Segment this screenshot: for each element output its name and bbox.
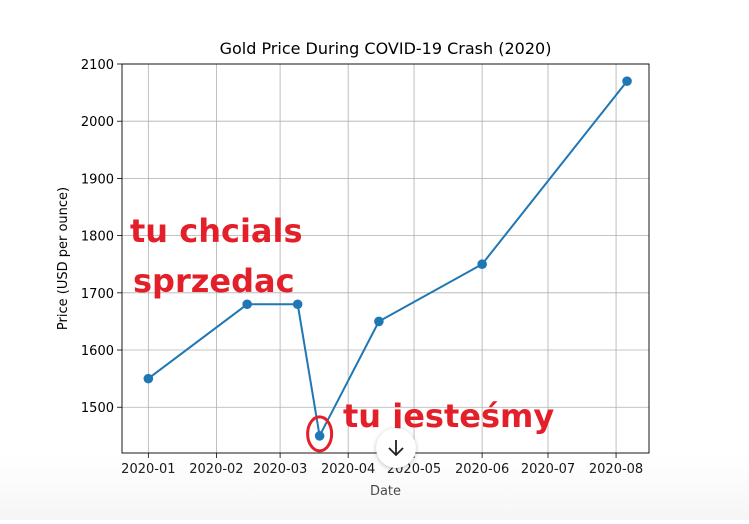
plot-frame (121, 63, 650, 454)
x-tick-label: 2020-04 (321, 462, 375, 477)
x-tick-label: 2020-06 (455, 462, 509, 477)
x-axis-label: Date (370, 484, 401, 499)
data-point (292, 299, 303, 310)
y-tick-label: 1900 (81, 172, 114, 187)
data-point (622, 76, 632, 86)
y-tick-label: 1500 (81, 401, 114, 416)
data-point (314, 431, 325, 441)
x-tick-label: 2020-03 (253, 462, 307, 477)
annotation-here: tu jesteśmy (343, 397, 555, 435)
y-tick-label: 2000 (81, 115, 114, 130)
x-tick-label: 2020-01 (121, 462, 175, 477)
data-point (143, 373, 154, 384)
chart-title: Gold Price During COVID-19 Crash (2020) (220, 39, 552, 58)
data-point (374, 316, 384, 327)
x-tick-label: 2020-08 (589, 462, 643, 477)
y-tick-label: 1700 (81, 287, 114, 302)
annotation-circle (306, 415, 334, 453)
arrow-down-icon (388, 440, 404, 457)
annotation-sell-2: sprzedac (133, 262, 295, 300)
data-point (477, 259, 487, 270)
y-tick-label: 1800 (81, 230, 114, 245)
series-line (147, 80, 628, 439)
y-tick-label: 1600 (81, 344, 114, 359)
y-tick-label: 2100 (81, 58, 114, 73)
annotation-sell: tu chcials (130, 212, 303, 250)
scroll-down-button[interactable] (376, 428, 416, 468)
x-tick-label: 2020-07 (521, 462, 575, 477)
x-tick-label: 2020-02 (189, 462, 243, 477)
data-point (242, 299, 252, 310)
y-axis-label: Price (USD per ounce) (56, 187, 71, 330)
